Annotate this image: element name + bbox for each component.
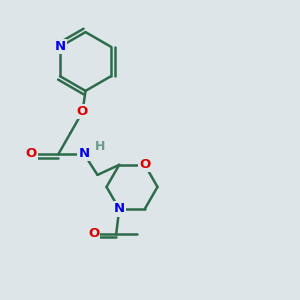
Text: N: N [78,147,90,161]
Text: O: O [88,227,99,240]
Text: H: H [95,140,106,153]
Text: N: N [55,40,66,53]
Text: O: O [77,105,88,119]
Text: O: O [26,147,37,161]
Text: O: O [139,158,150,171]
Text: N: N [114,202,125,215]
